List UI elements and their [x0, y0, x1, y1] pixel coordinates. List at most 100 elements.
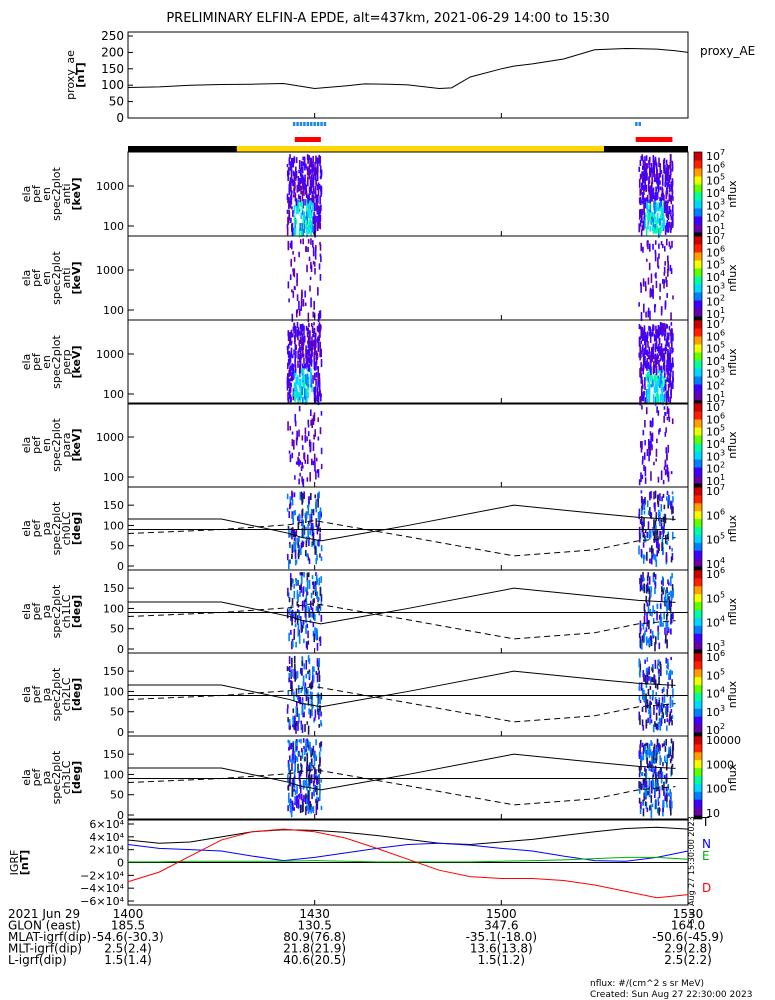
spectrogram-cell	[654, 574, 657, 580]
spectrogram-cell	[638, 224, 641, 230]
spectrogram-cell	[669, 800, 671, 809]
colorbar-band	[694, 284, 702, 293]
spectrogram-cell	[643, 390, 645, 398]
spectrogram-cell	[667, 199, 669, 204]
spectrogram-cell	[293, 510, 295, 516]
spectrogram-cell	[645, 167, 647, 173]
spectrogram-cell	[654, 696, 657, 705]
spectrogram-cell	[294, 192, 297, 202]
spectrogram-cell	[644, 497, 646, 505]
spectrogram-cell	[296, 375, 299, 385]
colorbar-band	[694, 775, 702, 784]
spectrogram-cell	[292, 743, 294, 752]
colorbar-band	[694, 502, 702, 512]
spectrogram-cell	[643, 198, 646, 203]
spectrogram-cell	[638, 209, 641, 214]
spectrogram-cell	[641, 171, 643, 179]
spectrogram-cell	[308, 197, 310, 201]
spectrogram-cell	[647, 376, 650, 383]
spectrogram-cell	[290, 170, 293, 179]
y-axis-label-line: en	[40, 271, 53, 285]
spectrogram-cell	[666, 670, 668, 675]
spectrogram-cell	[652, 548, 654, 557]
footer-value: 2.9(2.8)	[664, 942, 712, 956]
spectrogram-cell	[315, 358, 318, 365]
spectrogram-cell	[647, 181, 650, 191]
spectrogram-cell	[666, 390, 669, 398]
spectrogram-cell	[666, 725, 668, 731]
y-axis-label-line: pef	[30, 352, 43, 371]
spectrogram-cell	[319, 165, 322, 174]
spectrogram-cell	[291, 222, 294, 231]
spectrogram-cell	[293, 788, 296, 792]
spectrogram-cell	[306, 357, 309, 364]
spectrogram-cell	[310, 238, 312, 245]
spectrogram-cell	[655, 340, 658, 350]
spectrogram-cell	[298, 395, 301, 401]
spectrogram-cell	[642, 624, 645, 630]
spectrogram-cell	[296, 746, 298, 751]
spectrogram-cell	[671, 160, 674, 167]
spectrogram-cell	[643, 696, 646, 703]
spectrogram-cell	[649, 431, 652, 436]
spectrogram-cell	[663, 347, 666, 352]
spectrogram-cell	[295, 756, 298, 761]
spectrogram-cell	[315, 364, 317, 371]
y-tick-label: 1000	[96, 264, 124, 277]
y-axis-label-line: proxy_ae	[64, 50, 77, 100]
spectrogram-cell	[639, 518, 642, 525]
spectrogram-cell	[295, 529, 298, 536]
colorbar-band	[694, 344, 702, 353]
spectrogram-cell	[312, 525, 315, 536]
spectrogram-cell	[644, 281, 647, 287]
spectrogram-cell	[648, 394, 651, 403]
spectrogram-cell	[638, 534, 641, 543]
colorbar-band	[694, 419, 702, 428]
spectrogram-cell	[305, 363, 307, 369]
footer-value: 13.6(13.8)	[470, 942, 533, 956]
spectrogram-cell	[297, 350, 299, 360]
spectrogram-cell	[660, 522, 663, 530]
colorbar-tick-label: 10	[706, 807, 720, 820]
spectrogram-cell	[670, 330, 672, 336]
spectrogram-cell	[310, 804, 312, 814]
spectrogram-cell	[645, 595, 648, 603]
colorbar-tick-label: 103	[706, 448, 725, 463]
spectrogram-cell	[651, 664, 654, 668]
spectrogram-cell	[320, 393, 322, 398]
spectrogram-cell	[287, 392, 289, 401]
spectrogram-cell	[300, 793, 303, 801]
spectrogram-cell	[644, 420, 646, 428]
spectrogram-cell	[293, 226, 296, 232]
y-axis-label-line: [deg]	[70, 761, 83, 794]
spectrogram-cell	[318, 724, 320, 728]
spectrogram-cell	[317, 366, 320, 375]
spectrogram-cell	[659, 612, 662, 622]
footer-value: 80.9(76.8)	[283, 930, 346, 944]
spectrogram-cell	[653, 461, 655, 466]
spectrogram-cell	[640, 283, 642, 293]
spectrogram-cell	[647, 572, 650, 578]
spectrogram-cell	[656, 664, 659, 670]
igrf-panel: 6×10⁴4×10⁴2×10⁴0−2×10⁴−4×10⁴−6×10⁴TNEDSu…	[80, 815, 711, 924]
spectrogram-cell	[309, 709, 312, 715]
spectrogram-cell	[638, 781, 640, 788]
spectrogram-cell	[645, 681, 648, 688]
spectrogram-cell	[319, 253, 322, 257]
spectrogram-cell	[316, 215, 318, 223]
spectrogram-cell	[642, 192, 645, 200]
spectrogram-cell	[657, 625, 659, 632]
spectrogram-cell	[286, 708, 289, 714]
spectrogram-cell	[290, 629, 292, 635]
spectrogram-cell	[669, 748, 671, 757]
spectrogram-cell	[313, 581, 315, 590]
spectrogram-cell	[304, 797, 307, 805]
spectrogram-cell	[294, 181, 296, 190]
colorbar-band	[694, 534, 702, 543]
colorbar-band	[694, 168, 702, 177]
spectrogram-cell	[665, 762, 668, 771]
proxy-ae-panel-frame	[127, 31, 689, 119]
